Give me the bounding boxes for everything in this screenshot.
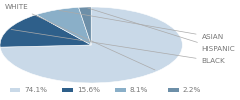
- Wedge shape: [0, 7, 182, 83]
- Text: 2.2%: 2.2%: [182, 87, 201, 93]
- Wedge shape: [36, 7, 91, 45]
- Wedge shape: [79, 7, 91, 45]
- Text: HISPANIC: HISPANIC: [88, 8, 235, 52]
- Wedge shape: [0, 15, 91, 47]
- Bar: [10, 88, 20, 92]
- Text: BLACK: BLACK: [11, 30, 225, 64]
- Bar: [168, 88, 179, 92]
- Text: WHITE: WHITE: [5, 4, 155, 70]
- Text: ASIAN: ASIAN: [59, 10, 224, 40]
- Text: 8.1%: 8.1%: [130, 87, 148, 93]
- Bar: [62, 88, 73, 92]
- Bar: [115, 88, 126, 92]
- Text: 15.6%: 15.6%: [77, 87, 100, 93]
- Text: 74.1%: 74.1%: [24, 87, 47, 93]
